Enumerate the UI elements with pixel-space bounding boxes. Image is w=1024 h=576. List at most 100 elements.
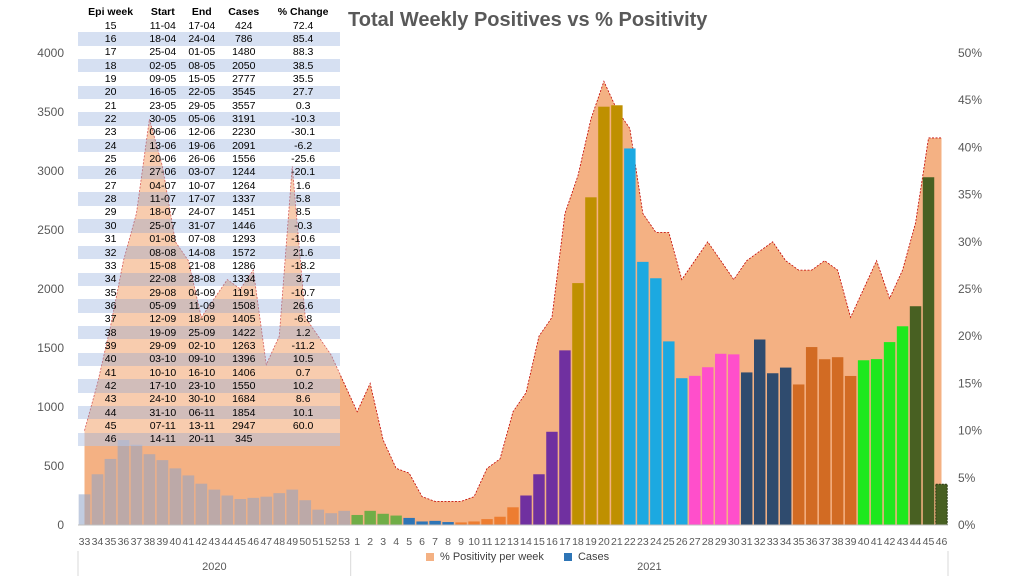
x-axis-tick-label: 19 [585, 536, 597, 548]
table-cell: 21-08 [182, 259, 222, 273]
table-cell: 29-05 [182, 99, 222, 113]
table-row: 27 04-07 10-07 1264 1.6 [78, 179, 340, 193]
table-cell [266, 432, 340, 446]
cases-bar [364, 510, 376, 525]
cases-bar [909, 306, 922, 525]
table-row: 38 19-09 25-09 1422 1.2 [78, 325, 340, 340]
grey-bar-2020 [312, 509, 325, 525]
right-axis-tick-label: 35% [958, 188, 982, 202]
table-cell: 27 [78, 179, 144, 193]
table-cell: 26-06 [182, 152, 222, 166]
left-axis-tick-label: 3000 [37, 164, 64, 178]
cases-bar [792, 384, 805, 525]
x-axis-tick-label: 32 [754, 536, 766, 548]
cases-bar [676, 378, 688, 525]
table-cell: -11.2 [266, 339, 340, 353]
table-row: 15 11-04 17-04 424 72.4 [78, 19, 340, 33]
right-axis-tick-label: 15% [958, 376, 982, 390]
table-cell: 424 [221, 19, 267, 33]
cases-bar [455, 522, 467, 525]
table-row: 41 10-10 16-10 1406 0.7 [78, 365, 340, 380]
year-label-2021: 2021 [637, 561, 661, 573]
right-axis-tick-label: 10% [958, 424, 982, 438]
table-cell: 2050 [221, 59, 267, 73]
table-row: 28 11-07 17-07 1337 5.8 [78, 192, 340, 206]
table-cell: 10-07 [182, 179, 222, 193]
table-cell: 24-07 [182, 205, 222, 220]
table-cell: 11-07 [143, 192, 183, 206]
left-axis-tick-label: 500 [44, 459, 64, 473]
x-axis-tick-label: 2 [367, 536, 373, 548]
x-axis-tick-label: 44 [221, 536, 233, 548]
table-cell: 16 [78, 32, 144, 46]
x-axis-tick-label: 43 [897, 536, 909, 548]
table-cell: 40 [78, 352, 144, 366]
cases-bar [351, 514, 363, 525]
table-cell: -18.2 [266, 259, 340, 273]
table-cell: 29 [78, 205, 144, 220]
table-row: 30 25-07 31-07 1446 -0.3 [78, 219, 340, 233]
table-header-row: Epi week Start End Cases % Change [78, 5, 340, 19]
x-axis-tick-label: 3 [380, 536, 386, 548]
table-cell: 28 [78, 192, 144, 206]
chart-legend: % Positivity per week Cases [426, 551, 609, 563]
grey-bar-2020 [234, 499, 247, 525]
cases-bar [922, 177, 935, 525]
table-cell: -6.8 [266, 312, 340, 326]
table-cell: -6.2 [266, 139, 340, 153]
table-row: 25 20-06 26-06 1556 -25.6 [78, 152, 340, 166]
table-header-cell: Start [150, 6, 175, 18]
table-row: 36 05-09 11-09 1508 26.6 [78, 299, 340, 313]
cases-bar [416, 521, 428, 525]
table-cell: 21.6 [266, 245, 340, 260]
table-cell: 17-04 [182, 19, 222, 33]
table-row: 18 02-05 08-05 2050 38.5 [78, 59, 340, 73]
x-axis-tick-label: 43 [208, 536, 220, 548]
table-cell: 16-05 [143, 85, 183, 100]
right-axis-tick-label: 30% [958, 235, 982, 249]
year-label-2020: 2020 [202, 561, 226, 573]
cases-bar [533, 474, 545, 525]
table-cell: 44 [78, 405, 144, 420]
table-cell: 3557 [221, 99, 267, 113]
x-axis-tick-label: 37 [131, 536, 143, 548]
table-cell: 2091 [221, 139, 267, 153]
table-cell: 30 [78, 219, 144, 233]
grey-bar-2020 [247, 497, 260, 525]
x-axis-tick-label: 23 [637, 536, 649, 548]
cases-bar [442, 522, 454, 525]
x-axis-tick-label: 25 [663, 536, 675, 548]
table-cell: 72.4 [266, 19, 340, 33]
table-row: 17 25-04 01-05 1480 88.3 [78, 45, 340, 60]
table-cell: -10.6 [266, 232, 340, 246]
table-cell: 2777 [221, 72, 267, 86]
x-axis-tick-label: 48 [273, 536, 285, 548]
cases-bar [468, 521, 480, 525]
cases-bar [624, 148, 636, 525]
table-cell: 1480 [221, 45, 267, 60]
table-cell: 25 [78, 152, 144, 166]
table-cell: 12-06 [182, 125, 222, 140]
table-row: 37 12-09 18-09 1405 -6.8 [78, 312, 340, 326]
cases-bar [844, 375, 857, 525]
x-axis-tick-label: 40 [170, 536, 182, 548]
x-axis-tick-label: 27 [689, 536, 701, 548]
table-cell: 3.7 [266, 272, 340, 286]
table-cell: 24 [78, 139, 144, 153]
table-cell: 1684 [221, 392, 267, 406]
table-cell: 06-11 [182, 405, 222, 420]
table-cell: 08-08 [143, 245, 183, 260]
table-cell: 08-05 [182, 59, 222, 73]
table-cell: 18-07 [143, 205, 183, 220]
table-cell: 1293 [221, 232, 267, 246]
table-cell: 39 [78, 339, 144, 353]
table-row: 32 08-08 14-08 1572 21.6 [78, 245, 340, 260]
table-cell: 02-05 [143, 59, 183, 73]
table-cell: 786 [221, 32, 267, 46]
table-header-cell: Epi week [88, 6, 134, 18]
table-row: 33 15-08 21-08 1286 -18.2 [78, 259, 340, 273]
table-cell: 30-10 [182, 392, 222, 406]
table-cell: 22-05 [182, 85, 222, 100]
x-axis-tick-label: 36 [118, 536, 130, 548]
table-row: 26 27-06 03-07 1244 -20.1 [78, 165, 340, 180]
